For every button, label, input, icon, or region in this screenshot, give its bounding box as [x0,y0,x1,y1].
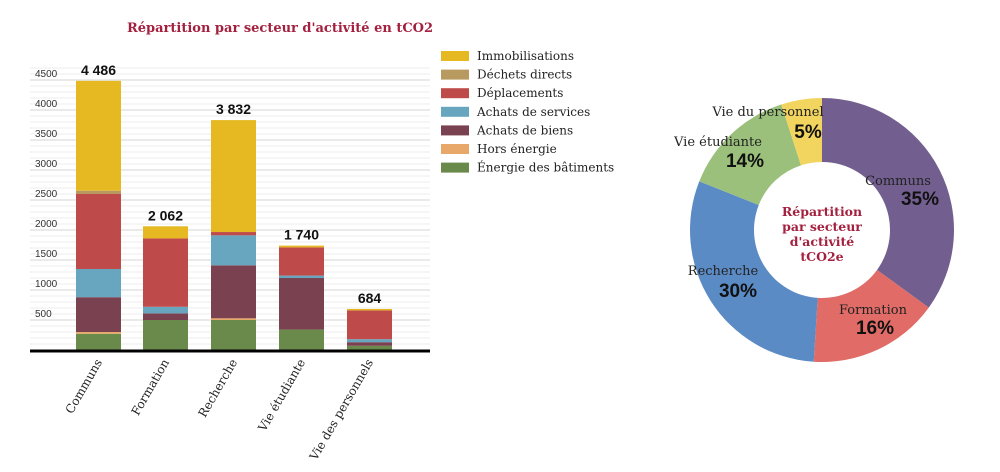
bar-segment-immobilisations [279,245,324,248]
bar-segment-immobilisations [347,308,392,311]
bar-segment-immobilisations [211,120,256,233]
donut-slice-percent: 16% [856,318,894,339]
donut-slice-vie-tudiante [699,104,801,205]
bar-total-label: 2 062 [148,207,183,223]
donut-slice-percent: 35% [901,189,939,210]
donut-center-title: Répartition [782,204,862,219]
bar-segment-d-placements [347,310,392,340]
donut-center-title: tCO2e [800,249,843,264]
legend-label: Déchets directs [477,68,572,82]
y-tick-label: 1000 [35,279,58,290]
y-tick-label: 3000 [35,159,58,170]
legend-swatch [441,69,469,80]
bar-total-label: 3 832 [216,101,251,117]
bar-chart-title: Répartition par secteur d'activité en tC… [127,21,433,36]
x-tick-label: Communs [63,357,106,417]
bar-segment-d-placements [76,194,121,269]
donut-slice-percent: 5% [794,122,822,143]
legend-label: Achats de services [476,105,590,119]
bar-segment--nergie-des-b-timents [76,333,121,350]
legend-label: Énergie des bâtiments [477,160,614,175]
x-tick-label: Vie étudiante [255,357,308,435]
x-tick-label: Formation [129,356,173,418]
y-tick-label: 4000 [35,99,58,110]
legend-label: Hors énergie [477,142,557,156]
x-tick-label: Recherche [195,357,240,420]
donut-slice-label: Recherche [688,264,759,279]
bar-segment-achats-de-biens [347,342,392,346]
legend-swatch [441,144,469,154]
bar-segment-immobilisations [143,226,188,239]
legend-swatch [441,125,469,136]
donut-slice-label: Vie du personnel [711,105,823,120]
bar-segment--nergie-des-b-timents [347,345,392,350]
legend-swatch [441,106,469,117]
donut-slice-recherche [690,181,818,362]
bar-segment-achats-de-biens [211,265,256,319]
bar-segment-achats-de-biens [143,313,188,320]
donut-slice-communs [822,98,955,308]
bar-segment-achats-de-biens [279,278,324,330]
legend-label: Déplacements [477,86,563,100]
y-tick-label: 3500 [35,129,58,140]
donut-slice-label: Vie étudiante [673,135,762,150]
bar-segment-achats-de-services [347,339,392,343]
y-tick-label: 1500 [35,249,58,260]
bar-segment--nergie-des-b-timents [143,320,188,350]
y-tick-label: 2500 [35,189,58,200]
legend-swatch [441,162,469,173]
x-tick-label: Vie des personnels [306,357,376,464]
bar-segment-achats-de-services [279,275,324,278]
bar-segment-achats-de-services [143,306,188,314]
donut-center-title: par secteur [782,219,862,234]
bar-total-label: 684 [358,290,382,306]
bar-segment-d-chets-directs [76,190,121,194]
donut-center-title: d'activité [790,234,855,249]
donut-slice-formation [813,269,929,362]
bar-segment--nergie-des-b-timents [211,320,256,350]
donut-slice-percent: 14% [726,151,764,172]
bar-total-label: 1 740 [284,227,319,243]
y-tick-label: 4500 [35,69,58,80]
bar-segment-achats-de-services [211,235,256,266]
bar-segment-achats-de-biens [76,297,121,332]
bar-segment-d-placements [143,238,188,307]
y-tick-label: 500 [35,309,52,320]
legend-swatch [441,51,469,61]
legend-label: Immobilisations [477,49,574,63]
donut-slice-vie-du-personnel [781,98,822,166]
bar-segment-d-placements [211,232,256,236]
bar-segment-achats-de-services [76,269,121,298]
legend-swatch [441,88,469,99]
donut-slice-label: Communs [865,174,931,189]
bar-segment-d-placements [279,247,324,276]
bar-total-label: 4 486 [81,62,116,78]
bar-segment-hors-nergie [211,318,256,320]
donut-slice-label: Formation [839,303,908,318]
y-tick-label: 2000 [35,219,58,230]
legend-label: Achats de biens [476,123,573,137]
donut-slice-percent: 30% [719,281,757,302]
bar-segment-immobilisations [76,80,121,191]
bar-segment--nergie-des-b-timents [279,329,324,350]
bar-segment-hors-nergie [76,332,121,334]
